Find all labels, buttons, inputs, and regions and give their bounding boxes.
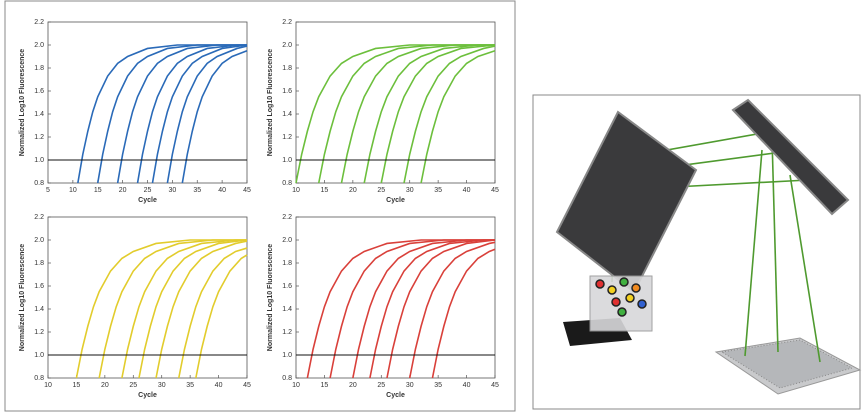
amplification-curve: [341, 45, 495, 183]
y-tick-label: 2.0: [282, 237, 292, 244]
x-tick-label: 30: [406, 382, 414, 389]
plot-frame: [48, 22, 247, 183]
amplification-curve: [98, 45, 247, 183]
y-tick-label: 1.0: [282, 352, 292, 359]
amplification-curve: [404, 46, 495, 183]
amplification-curve: [167, 46, 247, 183]
x-tick-label: 15: [321, 187, 329, 194]
y-tick-label: 1.8: [282, 260, 292, 267]
amplification-curve: [122, 240, 247, 378]
amplification-curve: [156, 241, 247, 378]
x-tick-label: 40: [463, 187, 471, 194]
amplification-curve: [432, 249, 495, 378]
x-tick-label: 45: [243, 187, 251, 194]
amplification-curve: [307, 240, 495, 378]
x-tick-label: 40: [463, 382, 471, 389]
y-tick-label: 1.2: [282, 329, 292, 336]
amplification-curve: [387, 240, 495, 378]
y-tick-label: 1.8: [282, 65, 292, 72]
x-axis-label: Cycle: [138, 197, 157, 204]
y-tick-label: 0.8: [34, 180, 44, 187]
x-tick-label: 5: [46, 187, 50, 194]
x-tick-label: 20: [349, 187, 357, 194]
y-tick-label: 2.2: [34, 214, 44, 221]
y-tick-label: 2.2: [282, 214, 292, 221]
x-tick-label: 40: [215, 382, 223, 389]
figure: 5 10 15 20 25 30 35 40 45 0.8 1.0 1.2 1.4 1.6 1.8 2.0 2.…: [0, 0, 867, 413]
x-tick-label: 20: [119, 187, 127, 194]
left-mirror: [557, 112, 696, 292]
amplification-curve: [421, 51, 495, 183]
y-tick-label: 1.2: [282, 134, 292, 141]
y-tick-label: 1.4: [34, 111, 44, 118]
amplification-curve: [182, 51, 247, 183]
x-tick-label: 20: [101, 382, 109, 389]
y-tick-label: 1.2: [34, 134, 44, 141]
x-axis-label: Cycle: [138, 392, 157, 399]
x-tick-label: 45: [491, 382, 499, 389]
x-tick-label: 25: [144, 187, 152, 194]
x-tick-label: 10: [44, 382, 52, 389]
page: 5 10 15 20 25 30 35 40 45 0.8 1.0 1.2 1.4 1.6 1.8 2.0 2.…: [0, 0, 867, 418]
y-axis-label: Normalized Log10 Fluorescence: [19, 49, 26, 156]
x-tick-label: 10: [69, 187, 77, 194]
y-tick-label: 2.0: [34, 42, 44, 49]
x-tick-label: 10: [292, 187, 300, 194]
y-tick-label: 1.6: [282, 283, 292, 290]
instrument-illustration: [557, 100, 860, 394]
y-tick-label: 1.0: [34, 157, 44, 164]
x-tick-label: 35: [193, 187, 201, 194]
x-tick-label: 30: [406, 187, 414, 194]
y-tick-label: 1.8: [34, 260, 44, 267]
amplification-curve: [179, 248, 247, 378]
x-axis-label: Cycle: [386, 392, 405, 399]
y-tick-label: 1.4: [34, 306, 44, 313]
y-tick-label: 2.0: [282, 42, 292, 49]
amplification-curve: [196, 255, 247, 378]
x-tick-label: 25: [377, 382, 385, 389]
x-tick-label: 15: [321, 382, 329, 389]
y-axis-label: Normalized Log10 Fluorescence: [267, 244, 274, 351]
well-plate-wells: [722, 340, 852, 388]
x-tick-label: 20: [349, 382, 357, 389]
y-tick-label: 0.8: [282, 375, 292, 382]
x-tick-label: 30: [168, 187, 176, 194]
x-tick-label: 15: [73, 382, 81, 389]
amplification-curve: [410, 242, 495, 378]
y-tick-label: 1.0: [34, 352, 44, 359]
x-tick-label: 15: [94, 187, 102, 194]
amplification-curve: [138, 45, 247, 183]
y-tick-label: 1.2: [34, 329, 44, 336]
x-tick-label: 10: [292, 382, 300, 389]
y-tick-label: 1.6: [34, 88, 44, 95]
y-tick-label: 2.0: [34, 237, 44, 244]
y-tick-label: 0.8: [282, 180, 292, 187]
x-axis-label: Cycle: [386, 197, 405, 204]
y-tick-label: 1.4: [282, 306, 292, 313]
y-tick-label: 1.6: [34, 283, 44, 290]
x-tick-label: 35: [186, 382, 194, 389]
y-tick-label: 2.2: [282, 19, 292, 26]
x-tick-label: 30: [158, 382, 166, 389]
y-tick-label: 1.8: [34, 65, 44, 72]
x-tick-label: 35: [434, 382, 442, 389]
y-axis-label: Normalized Log10 Fluorescence: [19, 244, 26, 351]
y-tick-label: 0.8: [34, 375, 44, 382]
y-tick-label: 1.0: [282, 157, 292, 164]
x-tick-label: 35: [434, 187, 442, 194]
x-tick-label: 45: [491, 187, 499, 194]
amplification-curve: [139, 240, 247, 378]
y-tick-label: 2.2: [34, 19, 44, 26]
y-tick-label: 1.6: [282, 88, 292, 95]
x-tick-label: 40: [218, 187, 226, 194]
x-tick-label: 45: [243, 382, 251, 389]
amplification-curve: [152, 45, 247, 183]
y-axis-label: Normalized Log10 Fluorescence: [267, 49, 274, 156]
amplification-curve: [78, 45, 247, 183]
x-tick-label: 25: [129, 382, 137, 389]
y-tick-label: 1.4: [282, 111, 292, 118]
x-tick-label: 25: [377, 187, 385, 194]
